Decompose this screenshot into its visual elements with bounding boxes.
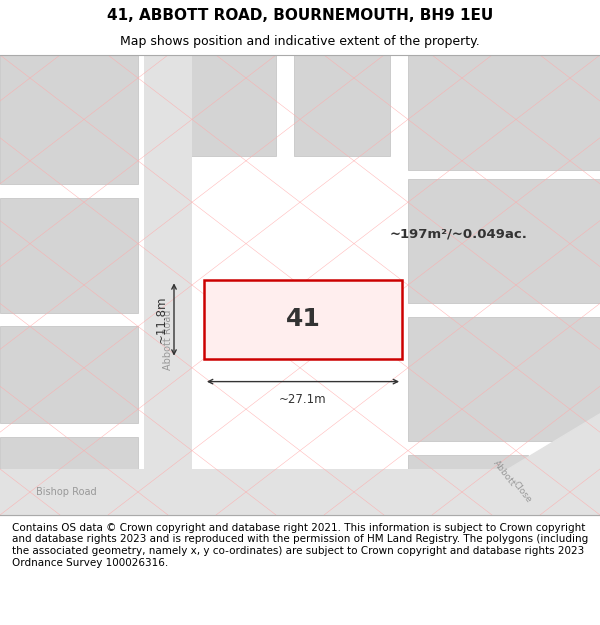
Text: ~197m²/~0.049ac.: ~197m²/~0.049ac. xyxy=(390,228,528,241)
Bar xyxy=(0,469,600,515)
Bar xyxy=(408,455,528,515)
Text: ~11.8m: ~11.8m xyxy=(155,296,168,343)
Bar xyxy=(294,55,390,156)
Text: Abbott: Abbott xyxy=(491,459,517,488)
Polygon shape xyxy=(390,414,600,515)
Text: Contains OS data © Crown copyright and database right 2021. This information is : Contains OS data © Crown copyright and d… xyxy=(12,522,588,568)
Bar xyxy=(204,281,402,359)
Text: 41: 41 xyxy=(286,308,320,331)
Bar xyxy=(408,55,600,170)
Text: ~27.1m: ~27.1m xyxy=(279,393,327,406)
Bar xyxy=(180,55,276,156)
Bar xyxy=(0,437,138,515)
Bar xyxy=(0,198,138,312)
Text: Close: Close xyxy=(511,479,533,504)
Text: Abbott Road: Abbott Road xyxy=(163,310,173,371)
Text: Bishop Road: Bishop Road xyxy=(35,487,97,497)
Bar xyxy=(408,318,600,441)
Text: 41, ABBOTT ROAD, BOURNEMOUTH, BH9 1EU: 41, ABBOTT ROAD, BOURNEMOUTH, BH9 1EU xyxy=(107,8,493,23)
Bar xyxy=(0,326,138,423)
Bar xyxy=(0,55,138,184)
Text: Map shows position and indicative extent of the property.: Map shows position and indicative extent… xyxy=(120,35,480,48)
Bar xyxy=(408,179,600,303)
Bar xyxy=(144,55,192,515)
